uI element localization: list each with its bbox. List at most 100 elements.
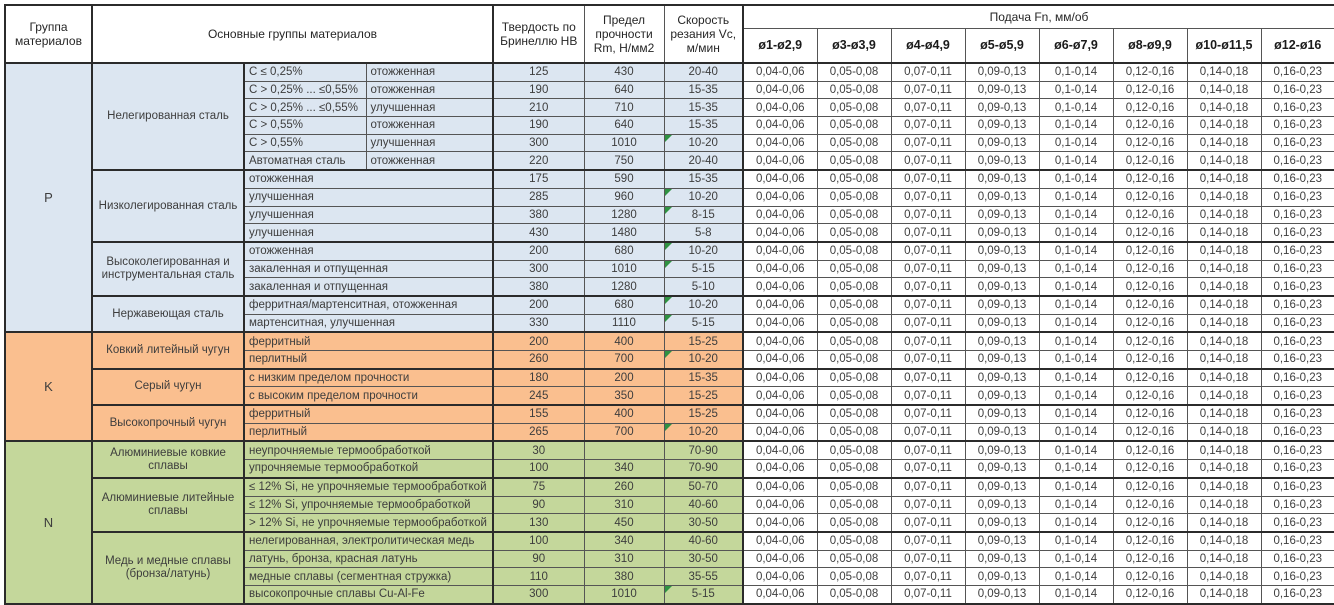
feed-value-cell: 0,16-0,23 (1260, 513, 1334, 533)
cell-corner-marker-icon (665, 586, 672, 593)
feed-value-cell: 0,14-0,18 (1186, 259, 1262, 279)
feed-value-cell: 0,09-0,13 (964, 440, 1040, 461)
feed-value-cell: 0,1-0,14 (1038, 98, 1114, 118)
feed-value-cell: 0,05-0,08 (816, 223, 892, 243)
material-row: C > 0,25% ... ≤0,55% улучшенная 210 710 15-3… (5, 98, 1334, 118)
feed-value-cell: 0,16-0,23 (1260, 530, 1334, 551)
condition-cell: закаленная и отпущенная (243, 259, 494, 279)
hardness-cell: 210 (492, 98, 585, 118)
feed-value-cell: 0,04-0,06 (742, 277, 818, 297)
feed-value-cell: 0,09-0,13 (964, 187, 1040, 207)
material-row: Высокопрочный чугун ферритный 155 400 15-25 0… (5, 404, 1334, 442)
feed-value-cell: 0,14-0,18 (1186, 205, 1262, 225)
material-row: N Алюминиевые ковкие сплавы неупрочняемые … (4, 440, 1334, 605)
feed-value-cell: 0,05-0,08 (816, 80, 892, 100)
strength-cell: 1280 (583, 277, 665, 297)
feed-value-cell: 0,04-0,06 (742, 151, 818, 171)
speed-cell: 5-8 (663, 223, 744, 243)
feed-value-cell: 0,16-0,23 (1260, 187, 1334, 207)
strength-cell: 310 (583, 549, 665, 569)
feed-value-cell: 0,07-0,11 (890, 277, 966, 297)
strength-cell: 1010 (583, 259, 665, 279)
feed-value-cell: 0,12-0,16 (1112, 277, 1188, 297)
feed-value-cell: 0,16-0,23 (1260, 133, 1334, 153)
feed-value-cell: 0,09-0,13 (964, 476, 1040, 497)
hardness-cell: 330 (492, 313, 585, 333)
feed-value-cell: 0,12-0,16 (1112, 313, 1188, 333)
feed-value-cell: 0,07-0,11 (890, 476, 966, 497)
cell-corner-marker-icon (665, 424, 672, 431)
feed-value-cell: 0,14-0,18 (1186, 313, 1262, 333)
feed-value-cell: 0,1-0,14 (1038, 116, 1114, 135)
hardness-cell: 180 (492, 367, 585, 388)
feed-value-cell: 0,14-0,18 (1186, 476, 1262, 497)
feed-value-cell: 0,04-0,06 (742, 331, 818, 352)
feed-value-cell: 0,16-0,23 (1260, 151, 1334, 171)
feed-value-cell: 0,07-0,11 (890, 61, 966, 82)
condition-cell: > 12% Si, не упрочняемые термообработкой (243, 513, 494, 533)
cell-corner-marker-icon (665, 189, 672, 196)
feed-value-cell: 0,14-0,18 (1186, 404, 1262, 424)
feed-value-cell: 0,04-0,06 (742, 259, 818, 279)
feed-value-cell: 0,09-0,13 (964, 584, 1040, 605)
speed-cell: 10-20 (663, 422, 744, 442)
feed-value-cell: 0,07-0,11 (890, 404, 966, 424)
hardness-cell: 220 (492, 151, 585, 171)
condition-cell: ≤ 12% Si, упрочняемые термообработкой (243, 495, 494, 515)
strength-cell: 1010 (583, 133, 665, 153)
strength-cell: 400 (583, 404, 665, 424)
feed-value-cell: 0,07-0,11 (890, 584, 966, 605)
feed-value-cell: 0,04-0,06 (742, 513, 818, 533)
feed-value-cell: 0,12-0,16 (1112, 169, 1188, 189)
feed-value-cell: 0,07-0,11 (890, 459, 966, 479)
feed-value-cell: 0,16-0,23 (1260, 584, 1334, 605)
condition-cell: упрочняемые термообработкой (243, 459, 494, 479)
hardness-cell: 90 (492, 495, 585, 515)
feed-value-cell: 0,04-0,06 (742, 116, 818, 135)
cell-corner-marker-icon (665, 315, 672, 322)
condition-cell: мартенситная, улучшенная (243, 313, 494, 333)
material-row: закаленная и отпущенная 300 1010 5-15 0,04-0… (5, 259, 1334, 279)
feed-value-cell: 0,05-0,08 (816, 151, 892, 171)
feed-value-cell: 0,12-0,16 (1112, 495, 1188, 515)
feed-value-cell: 0,14-0,18 (1186, 386, 1262, 406)
feed-value-cell: 0,07-0,11 (890, 169, 966, 189)
condition-cell: улучшенная (365, 133, 494, 153)
feed-value-cell: 0,05-0,08 (816, 187, 892, 207)
feed-value-cell: 0,14-0,18 (1186, 151, 1262, 171)
strength-cell: 750 (583, 151, 665, 171)
feed-value-cell: 0,09-0,13 (964, 349, 1040, 370)
feed-value-cell: 0,1-0,14 (1038, 169, 1114, 189)
feed-value-cell: 0,07-0,11 (890, 98, 966, 118)
feed-value-cell: 0,09-0,13 (964, 80, 1040, 100)
feed-value-cell: 0,04-0,06 (742, 349, 818, 370)
feed-value-cell: 0,04-0,06 (742, 584, 818, 605)
feed-value-cell: 0,1-0,14 (1038, 80, 1114, 100)
material-row: P Нелегированная сталь C ≤ 0,25% отожженная… (4, 61, 1334, 333)
header-hardness: Твердость по Бринеллю HB (492, 4, 585, 64)
cell-corner-marker-icon (665, 206, 672, 214)
feed-value-cell: 0,16-0,23 (1260, 567, 1334, 586)
feed-value-cell: 0,04-0,06 (742, 187, 818, 207)
feed-value-cell: 0,04-0,06 (742, 476, 818, 497)
feed-value-cell: 0,04-0,06 (742, 549, 818, 569)
feed-value-cell: 0,04-0,06 (742, 313, 818, 333)
material-row: C > 0,55% отожженная 190 640 15-35 0,04-0,06 0… (5, 116, 1334, 135)
condition-cell: закаленная и отпущенная (243, 277, 494, 297)
material-row: C > 0,55% улучшенная 300 1010 10-20 0,04-0,06… (5, 133, 1334, 153)
hardness-cell: 200 (492, 240, 585, 261)
speed-cell: 10-20 (663, 133, 744, 153)
feed-value-cell: 0,12-0,16 (1112, 151, 1188, 171)
feed-value-cell: 0,12-0,16 (1112, 584, 1188, 605)
feed-value-cell: 0,16-0,23 (1260, 440, 1334, 461)
feed-value-cell: 0,16-0,23 (1260, 61, 1334, 82)
feed-value-cell: 0,1-0,14 (1038, 331, 1114, 352)
feed-value-cell: 0,05-0,08 (816, 349, 892, 370)
speed-cell: 15-35 (663, 116, 744, 135)
strength-cell: 1480 (583, 223, 665, 243)
feed-value-cell: 0,16-0,23 (1260, 80, 1334, 100)
feed-value-cell: 0,04-0,06 (742, 422, 818, 442)
feed-value-cell: 0,09-0,13 (964, 567, 1040, 586)
strength-cell: 700 (583, 422, 665, 442)
feed-value-cell: 0,16-0,23 (1260, 259, 1334, 279)
